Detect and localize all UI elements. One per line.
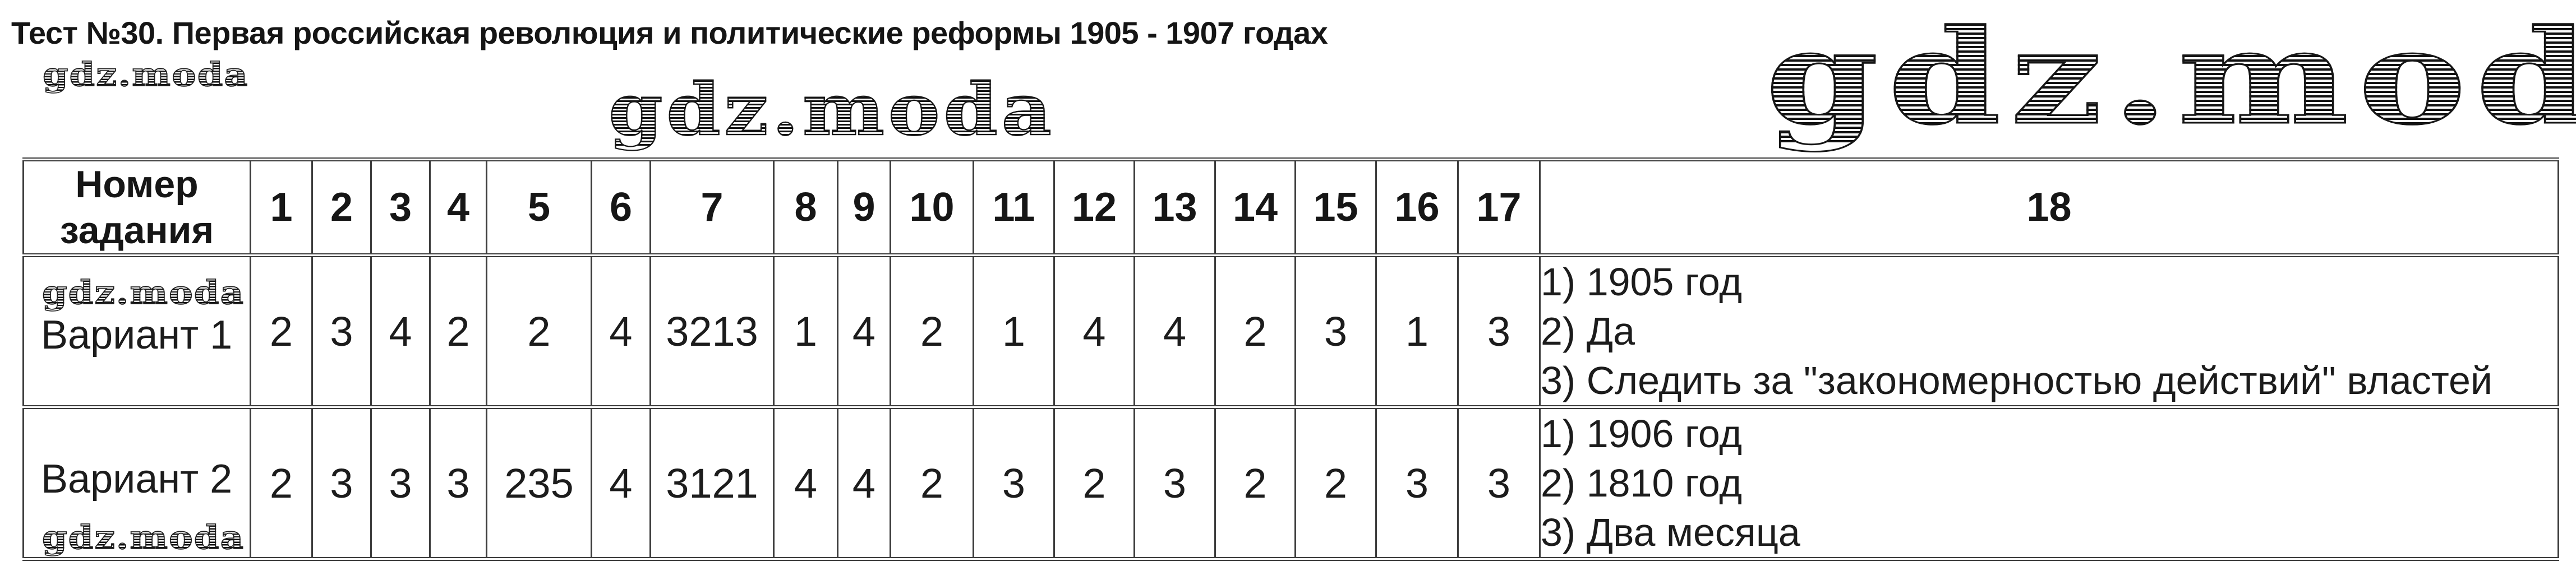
header-cell: 10: [890, 157, 974, 257]
answer-cell: 2: [890, 253, 974, 409]
answer-cell: 1: [973, 253, 1055, 409]
header-cell: 1: [250, 157, 313, 257]
task-18-answer-cell: 1) 1906 год 2) 1810 год 3) Два месяца: [1539, 405, 2559, 561]
gdz-moda-watermark: gdz.moda: [608, 68, 1056, 152]
header-cell: 8: [773, 157, 838, 257]
variant-1-row: gdz.moda Вариант 1 2 3 4 2 2 4 3213 1 4 …: [22, 253, 2559, 409]
answer-cell: 1: [773, 253, 838, 409]
variant-2-label-cell: Вариант 2 gdz.moda: [22, 405, 251, 561]
answer-cell: 235: [486, 405, 592, 561]
table-header-row: Номер задания 1 2 3 4 5 6 7 8 9 10 11 12…: [22, 157, 2559, 257]
answer-cell: 2: [1053, 405, 1135, 561]
answer-cell: 4: [591, 253, 651, 409]
task-18-line: 3) Следить за "закономерностью действий"…: [1541, 359, 2493, 402]
answer-cell: 4: [591, 405, 651, 561]
document-title: Тест №30. Первая российская революция и …: [11, 15, 1328, 50]
task-18-line: 3) Два месяца: [1541, 511, 1800, 554]
variant-label: Вариант 1: [41, 313, 233, 358]
task-18-line: 1) 1905 год: [1541, 260, 1743, 304]
answer-cell: 3: [973, 405, 1055, 561]
answer-cell: 3: [429, 405, 487, 561]
task-18-line: 2) Да: [1541, 309, 1635, 353]
answer-cell: 4: [773, 405, 838, 561]
header-cell: 17: [1457, 157, 1541, 257]
answer-cell: 3: [311, 405, 372, 561]
answer-cell: 2: [250, 405, 313, 561]
header-cell: 3: [370, 157, 431, 257]
variant-2-row: Вариант 2 gdz.moda 2 3 3 3 235 4 3121 4 …: [22, 405, 2559, 561]
gdz-moda-watermark: gdz.moda: [1764, 11, 2576, 143]
answer-cell: 4: [837, 253, 891, 409]
header-cell: 14: [1214, 157, 1296, 257]
header-cell: 16: [1375, 157, 1459, 257]
task-18-line: 1) 1906 год: [1541, 412, 1743, 456]
task-18-answer-cell: 1) 1905 год 2) Да 3) Следить за "законом…: [1539, 253, 2559, 409]
answer-cell: 3213: [649, 253, 775, 409]
answer-cell: 3: [1375, 405, 1459, 561]
answer-cell: 4: [837, 405, 891, 561]
variant-1-label-cell: gdz.moda Вариант 1: [22, 253, 251, 409]
header-cell: 15: [1294, 157, 1377, 257]
header-cell: 11: [973, 157, 1055, 257]
answer-cell: 3: [1133, 405, 1216, 561]
answer-cell: 2: [890, 405, 974, 561]
header-cell: 13: [1133, 157, 1216, 257]
header-cell: 9: [837, 157, 891, 257]
answer-cell: 4: [1133, 253, 1216, 409]
answer-cell: 3: [370, 405, 431, 561]
answer-cell: 3121: [649, 405, 775, 561]
answer-cell: 2: [486, 253, 592, 409]
task-18-line: 2) 1810 год: [1541, 461, 1743, 505]
answer-cell: 2: [1294, 405, 1377, 561]
answer-cell: 3: [1294, 253, 1377, 409]
header-cell: 6: [591, 157, 651, 257]
answer-cell: 2: [250, 253, 313, 409]
header-cell: 5: [486, 157, 592, 257]
answer-cell: 3: [1457, 253, 1541, 409]
gdz-moda-watermark: gdz.moda: [42, 276, 249, 309]
answer-cell: 3: [311, 253, 372, 409]
gdz-moda-watermark: gdz.moda: [42, 55, 249, 94]
header-cell: 7: [649, 157, 775, 257]
answer-cell: 2: [1214, 405, 1296, 561]
header-cell-task-number: Номер задания: [22, 157, 251, 257]
answer-cell: 1: [1375, 253, 1459, 409]
answer-cell: 2: [429, 253, 487, 409]
variant-label: Вариант 2: [41, 457, 233, 502]
gdz-moda-watermark: gdz.moda: [42, 521, 249, 554]
answer-cell: 4: [370, 253, 431, 409]
header-cell: 2: [311, 157, 372, 257]
answer-cell: 2: [1214, 253, 1296, 409]
header-cell-18: 18: [1539, 157, 2559, 257]
header-cell: 12: [1053, 157, 1135, 257]
answer-cell: 4: [1053, 253, 1135, 409]
answer-cell: 3: [1457, 405, 1541, 561]
answers-table: Номер задания 1 2 3 4 5 6 7 8 9 10 11 12…: [22, 157, 2559, 561]
header-cell: 4: [429, 157, 487, 257]
